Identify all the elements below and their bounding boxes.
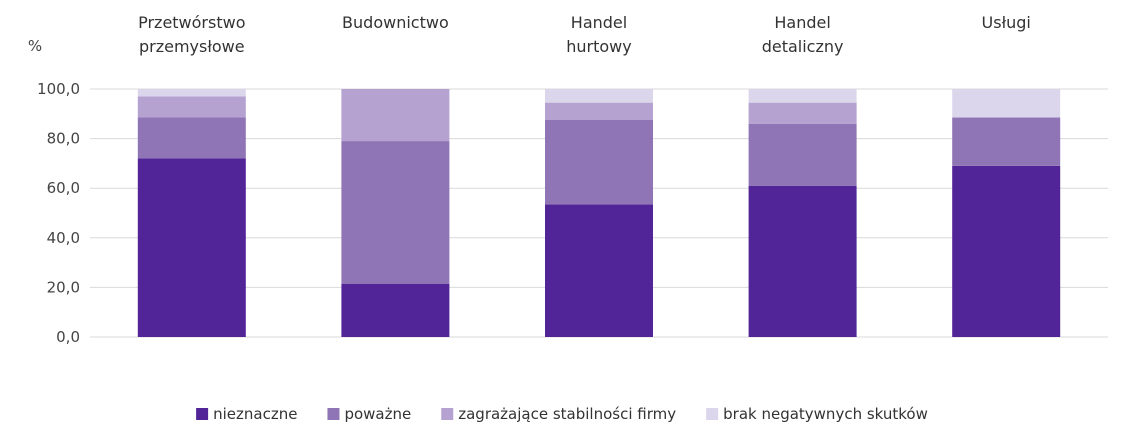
y-axis-tick-labels: 0,0 20,0 40,0 60,0 80,0 100,0	[37, 80, 80, 346]
bar-segment	[341, 141, 450, 284]
legend: nieznaczne poważne zagrażające stabilności…	[196, 405, 928, 423]
category-label: Handel	[774, 13, 830, 32]
bar-segment	[748, 89, 857, 103]
y-axis-unit-label: %	[28, 37, 42, 55]
category-label: hurtowy	[566, 37, 631, 56]
category-label: Przetwórstwo	[138, 13, 245, 32]
bar-segment	[952, 117, 1061, 166]
bar-segment	[545, 120, 653, 205]
bar-segment	[137, 96, 246, 118]
legend-label: brak negatywnych skutków	[723, 405, 928, 423]
y-tick-label: 0,0	[56, 328, 80, 346]
bar-segment	[545, 102, 653, 120]
legend-swatch	[706, 408, 719, 420]
category-label: Usługi	[982, 13, 1031, 32]
y-tick-label: 80,0	[47, 130, 80, 148]
bar-segment	[545, 204, 653, 337]
bars	[137, 89, 1061, 337]
bar-segment	[341, 89, 450, 142]
y-tick-label: 100,0	[37, 80, 80, 98]
bar-segment	[952, 89, 1061, 118]
legend-label: nieznaczne	[213, 405, 297, 423]
bar-segment	[748, 102, 857, 124]
y-tick-label: 20,0	[47, 278, 80, 296]
category-label: Handel	[571, 13, 627, 32]
category-label: przemysłowe	[139, 37, 245, 56]
legend-swatch	[196, 408, 209, 420]
bar-segment	[341, 283, 450, 337]
category-labels: Przetwórstwo przemysłowe Budownictwo Handel…	[138, 13, 1031, 56]
legend-label: poważne	[344, 405, 411, 423]
bar-segment	[952, 165, 1061, 337]
legend-swatch	[441, 408, 454, 420]
bar-segment	[137, 89, 246, 97]
bar-segment	[748, 123, 857, 186]
bar-segment	[748, 185, 857, 337]
bar-segment	[545, 89, 653, 103]
category-label: detaliczny	[762, 37, 844, 56]
legend-swatch	[327, 408, 340, 420]
bar-segment	[137, 117, 246, 159]
category-label: Budownictwo	[342, 13, 449, 32]
legend-label: zagrażające stabilności firmy	[458, 405, 676, 423]
y-tick-label: 60,0	[47, 179, 80, 197]
bar-segment	[137, 158, 246, 337]
y-tick-label: 40,0	[47, 229, 80, 247]
